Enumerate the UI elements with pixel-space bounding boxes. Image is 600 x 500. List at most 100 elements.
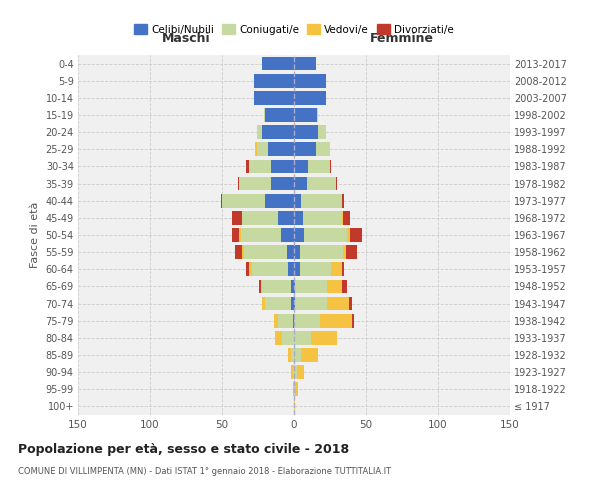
Bar xyxy=(294,160,330,173)
Bar xyxy=(265,296,294,310)
Bar xyxy=(294,382,298,396)
Bar xyxy=(294,126,326,139)
Bar xyxy=(222,194,294,207)
Bar xyxy=(293,382,294,396)
Bar xyxy=(294,382,298,396)
Bar xyxy=(241,228,294,242)
Bar xyxy=(294,366,304,379)
Bar xyxy=(294,262,344,276)
Bar xyxy=(238,176,294,190)
Bar xyxy=(254,91,294,104)
Bar xyxy=(265,108,294,122)
Bar xyxy=(250,160,294,173)
Bar xyxy=(294,280,341,293)
Bar xyxy=(232,211,294,224)
Bar xyxy=(244,246,294,259)
Bar xyxy=(294,228,304,242)
Bar xyxy=(294,56,316,70)
Bar xyxy=(294,366,297,379)
Bar xyxy=(239,176,294,190)
Bar xyxy=(293,314,294,328)
Bar xyxy=(294,108,319,122)
Bar xyxy=(239,176,294,190)
Bar xyxy=(247,262,294,276)
Bar xyxy=(262,280,294,293)
Bar xyxy=(294,246,343,259)
Bar xyxy=(281,228,294,242)
Bar xyxy=(242,211,294,224)
Bar xyxy=(287,246,294,259)
Bar xyxy=(294,142,316,156)
Bar xyxy=(294,331,337,344)
Bar xyxy=(294,262,300,276)
Bar xyxy=(257,142,294,156)
Bar xyxy=(294,74,326,88)
Bar xyxy=(274,314,294,328)
Bar xyxy=(262,56,294,70)
Bar xyxy=(294,74,326,88)
Bar xyxy=(261,280,294,293)
Bar xyxy=(278,314,294,328)
Bar xyxy=(291,280,294,293)
Bar xyxy=(294,400,295,413)
Bar xyxy=(255,142,294,156)
Bar xyxy=(255,142,294,156)
Bar xyxy=(294,211,350,224)
Bar xyxy=(250,262,294,276)
Bar xyxy=(294,246,300,259)
Bar xyxy=(294,74,326,88)
Bar xyxy=(294,331,337,344)
Bar xyxy=(294,262,331,276)
Bar xyxy=(294,108,319,122)
Bar xyxy=(294,160,331,173)
Bar xyxy=(254,74,294,88)
Bar xyxy=(257,126,294,139)
Y-axis label: Fasce di età: Fasce di età xyxy=(30,202,40,268)
Bar xyxy=(264,108,294,122)
Bar xyxy=(242,211,294,224)
Bar xyxy=(294,108,317,122)
Bar xyxy=(294,142,330,156)
Bar xyxy=(294,194,344,207)
Bar xyxy=(294,400,295,413)
Bar xyxy=(232,228,294,242)
Bar xyxy=(294,246,346,259)
Bar xyxy=(294,296,295,310)
Legend: Celibi/Nubili, Coniugati/e, Vedovi/e, Divorziati/e: Celibi/Nubili, Coniugati/e, Vedovi/e, Di… xyxy=(130,20,458,39)
Bar xyxy=(252,262,294,276)
Bar xyxy=(288,348,294,362)
Bar xyxy=(294,126,319,139)
Bar xyxy=(294,194,341,207)
Bar xyxy=(294,56,316,70)
Bar xyxy=(271,176,294,190)
Text: Femmine: Femmine xyxy=(370,32,434,44)
Text: COMUNE DI VILLIMPENTA (MN) - Dati ISTAT 1° gennaio 2018 - Elaborazione TUTTITALI: COMUNE DI VILLIMPENTA (MN) - Dati ISTAT … xyxy=(18,468,391,476)
Bar xyxy=(264,108,294,122)
Bar xyxy=(294,348,319,362)
Bar xyxy=(294,228,347,242)
Bar xyxy=(254,91,294,104)
Bar xyxy=(294,211,302,224)
Bar xyxy=(288,262,294,276)
Bar xyxy=(294,211,343,224)
Bar xyxy=(291,366,294,379)
Bar xyxy=(294,331,311,344)
Bar xyxy=(294,382,295,396)
Bar xyxy=(294,142,330,156)
Bar xyxy=(275,331,294,344)
Bar xyxy=(294,228,362,242)
Bar xyxy=(294,56,316,70)
Bar xyxy=(291,348,294,362)
Bar xyxy=(294,91,326,104)
Bar xyxy=(294,176,336,190)
Bar xyxy=(294,262,341,276)
Bar xyxy=(291,366,294,379)
Bar xyxy=(294,296,352,310)
Text: Popolazione per età, sesso e stato civile - 2018: Popolazione per età, sesso e stato civil… xyxy=(18,442,349,456)
Bar xyxy=(294,348,319,362)
Bar xyxy=(262,56,294,70)
Bar xyxy=(257,126,294,139)
Bar xyxy=(293,366,294,379)
Bar xyxy=(262,56,294,70)
Bar xyxy=(222,194,294,207)
